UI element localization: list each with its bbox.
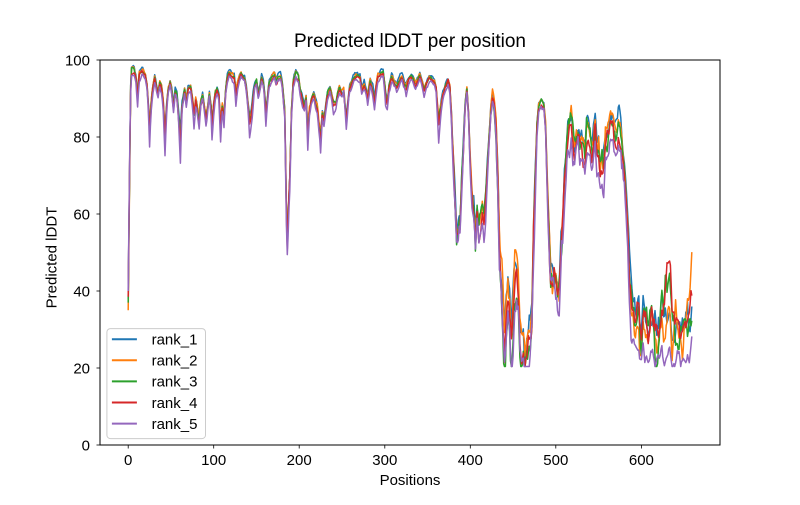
- svg-text:100: 100: [201, 452, 226, 469]
- svg-text:rank_4: rank_4: [152, 395, 198, 412]
- svg-text:Positions: Positions: [380, 472, 441, 489]
- svg-text:300: 300: [372, 452, 397, 469]
- svg-text:Predicted lDDT per position: Predicted lDDT per position: [294, 31, 526, 52]
- svg-text:rank_3: rank_3: [152, 374, 198, 391]
- svg-text:60: 60: [73, 207, 90, 224]
- svg-text:rank_1: rank_1: [152, 332, 198, 349]
- svg-text:20: 20: [73, 361, 90, 378]
- svg-text:100: 100: [65, 53, 90, 70]
- svg-text:600: 600: [629, 452, 654, 469]
- svg-text:200: 200: [287, 452, 312, 469]
- svg-text:0: 0: [124, 452, 132, 469]
- svg-text:Predicted lDDT: Predicted lDDT: [44, 207, 61, 309]
- svg-text:rank_5: rank_5: [152, 416, 198, 433]
- svg-text:40: 40: [73, 284, 90, 301]
- svg-text:400: 400: [458, 452, 483, 469]
- svg-text:80: 80: [73, 130, 90, 147]
- svg-text:500: 500: [543, 452, 568, 469]
- svg-text:0: 0: [82, 438, 90, 455]
- svg-text:rank_2: rank_2: [152, 353, 198, 370]
